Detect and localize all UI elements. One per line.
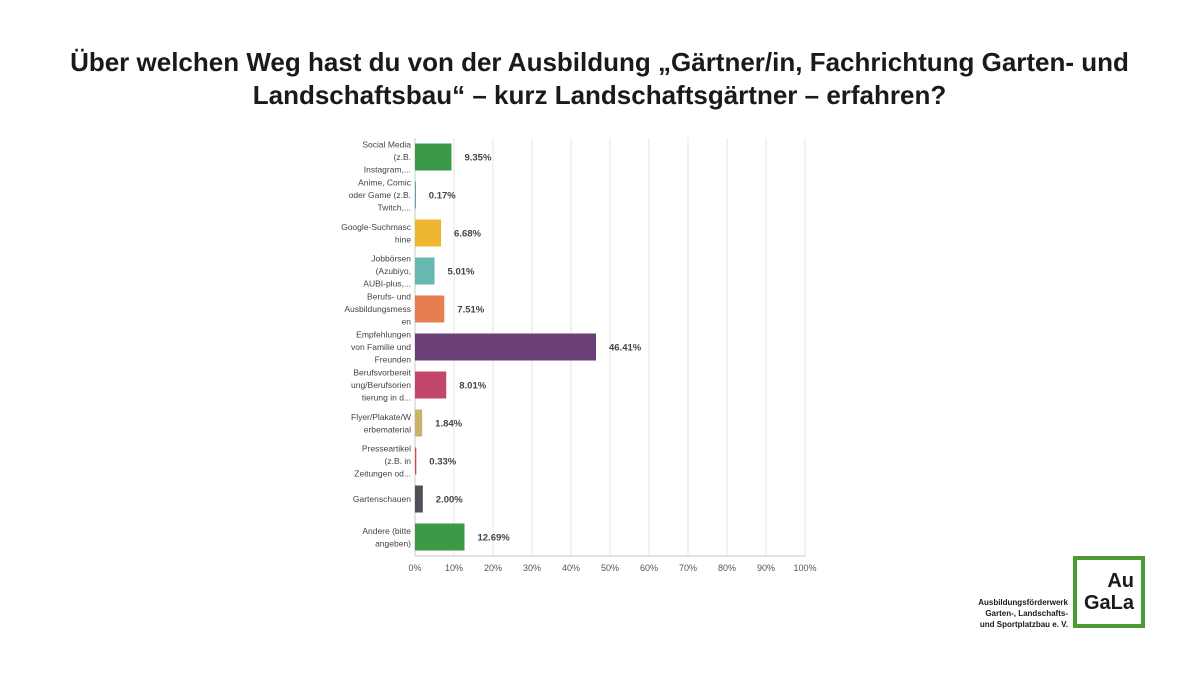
x-tick-label: 90% xyxy=(757,563,775,573)
category-label: Anime, Comic oder Game (z.B. Twitch,... xyxy=(349,178,412,213)
category-label: Google-Suchmasc hine xyxy=(341,222,412,245)
bar xyxy=(415,295,445,323)
title-line-1: Über welchen Weg hast du von der Ausbild… xyxy=(70,47,1129,77)
x-tick-label: 10% xyxy=(445,563,463,573)
organization-line: und Sportplatzbau e. V. xyxy=(979,620,1068,629)
data-label: 0.33% xyxy=(429,457,456,468)
x-tick-label: 100% xyxy=(793,563,816,573)
title-line-2: Landschaftsbau“ – kurz Landschaftsgärtne… xyxy=(252,80,947,110)
x-tick-label: 80% xyxy=(718,563,736,573)
bar xyxy=(415,219,442,247)
category-label: Gartenschauen xyxy=(353,494,411,504)
bar xyxy=(415,447,417,475)
bar xyxy=(415,181,416,209)
x-tick-label: 70% xyxy=(679,563,697,573)
x-tick-label: 30% xyxy=(523,563,541,573)
data-label: 2.00% xyxy=(436,495,463,506)
organization-line: Garten-, Landschafts- xyxy=(985,609,1068,618)
bar xyxy=(415,257,435,285)
bar xyxy=(415,485,423,513)
data-label: 9.35% xyxy=(464,153,491,164)
logo-text-gala: GaLa xyxy=(1083,592,1134,614)
organization-line: Ausbildungsförderwerk xyxy=(978,598,1068,607)
bar xyxy=(415,333,596,361)
category-label: Jobbörsen (Azubiyo, AUBI-plus,... xyxy=(363,254,411,289)
data-label: 6.68% xyxy=(454,229,481,240)
category-label: Presseartikel (z.B. in Zeitungen od... xyxy=(354,444,411,479)
data-label: 0.17% xyxy=(429,191,456,202)
x-tick-label: 20% xyxy=(484,563,502,573)
category-label: Berufs- und Ausbildungsmess en xyxy=(344,292,411,327)
x-tick-label: 50% xyxy=(601,563,619,573)
category-label: Empfehlungen von Familie und Freunden xyxy=(351,330,411,365)
category-label: Berufsvorbereit ung/Berufsorien tierung in… xyxy=(351,368,412,403)
category-label: Flyer/Plakate/W erbematerial xyxy=(351,412,411,435)
bar xyxy=(415,523,465,551)
page-title: Über welchen Weg hast du von der Ausbild… xyxy=(40,46,1159,112)
data-label: 8.01% xyxy=(459,381,486,392)
data-label: 1.84% xyxy=(435,419,462,430)
x-tick-label: 0% xyxy=(408,563,421,573)
data-label: 5.01% xyxy=(448,267,475,278)
data-label: 46.41% xyxy=(609,343,642,354)
x-tick-label: 40% xyxy=(562,563,580,573)
bar xyxy=(415,143,452,171)
bar xyxy=(415,371,447,399)
category-label: Andere (bitte angeben) xyxy=(362,526,411,549)
category-label: Social Media (z.B. Instagram,... xyxy=(362,140,411,175)
augala-logo: Au GaLa xyxy=(1073,556,1145,628)
bar xyxy=(415,409,423,437)
x-tick-label: 60% xyxy=(640,563,658,573)
data-label: 7.51% xyxy=(457,305,484,316)
data-label: 12.69% xyxy=(477,533,510,544)
logo-text-au: Au xyxy=(1107,570,1134,592)
organization-name: Ausbildungsförderwerk Garten-, Landschaf… xyxy=(960,597,1068,630)
